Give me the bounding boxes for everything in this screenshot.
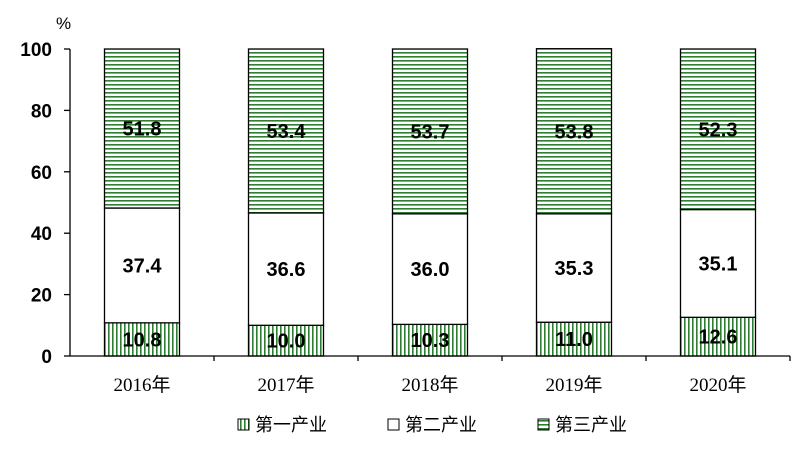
bar-segment-2-1 [103, 207, 181, 324]
legend-swatch-2 [387, 418, 400, 431]
x-tick-label: 2016年 [113, 374, 170, 396]
data-label: 53.7 [411, 121, 450, 143]
legend-swatch-3 [537, 418, 550, 431]
legend-label-2: 第二产业 [405, 415, 477, 436]
data-label: 10.3 [411, 330, 450, 352]
bar-segment-3-4 [535, 48, 613, 215]
data-label: 36.6 [267, 259, 306, 281]
data-label: 10.0 [267, 331, 306, 353]
data-label: 51.8 [123, 119, 162, 141]
bar-segment-3-3 [391, 48, 469, 215]
bar-segment-1-2 [247, 324, 325, 357]
bar-segment-3-2 [247, 48, 325, 214]
legend-label-1: 第一产业 [255, 415, 327, 436]
bar-segment-3-1 [103, 48, 181, 209]
bar-segment-1-1 [103, 322, 181, 357]
data-label: 37.4 [123, 255, 163, 277]
y-tick-label: 0 [41, 347, 52, 368]
data-label: 53.8 [555, 121, 594, 143]
y-tick-label: 80 [31, 101, 52, 122]
data-label: 11.0 [555, 329, 593, 351]
y-tick-label: 20 [31, 286, 52, 307]
legend: 第一产业 第二产业 第三产业 [237, 415, 627, 436]
x-tick-label: 2018年 [401, 374, 458, 396]
y-tick-label: 40 [31, 224, 52, 245]
y-axis-unit: % [56, 14, 71, 33]
data-label: 53.4 [267, 121, 307, 143]
data-label: 35.1 [699, 253, 738, 275]
bar-segment-2-3 [391, 213, 469, 326]
legend-swatch-1 [237, 418, 250, 431]
data-label: 12.6 [699, 327, 738, 349]
data-label: 10.8 [123, 329, 162, 351]
y-tick-label: 100 [20, 40, 52, 61]
y-tick-label: 60 [31, 163, 52, 184]
x-tick-label: 2019年 [545, 374, 602, 396]
bar-segment-1-4 [535, 321, 613, 357]
bar-segment-3-5 [679, 48, 757, 211]
data-label: 35.3 [555, 258, 594, 280]
x-tick-label: 2020年 [689, 374, 746, 396]
legend-label-3: 第三产业 [555, 415, 627, 436]
data-label: 52.3 [699, 119, 738, 141]
data-label: 36.0 [411, 259, 450, 281]
bar-segment-2-4 [535, 213, 613, 323]
x-tick-label: 2017年 [257, 374, 314, 396]
bar-segment-2-2 [247, 212, 325, 326]
